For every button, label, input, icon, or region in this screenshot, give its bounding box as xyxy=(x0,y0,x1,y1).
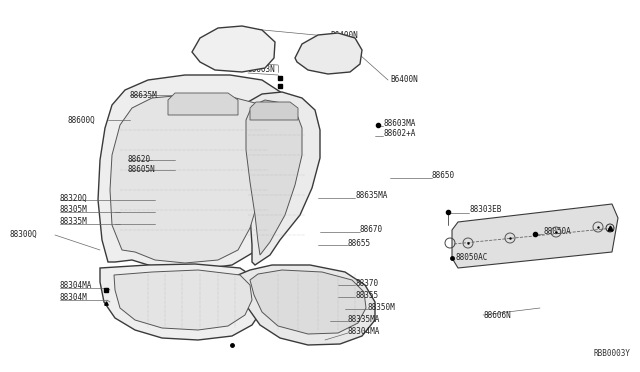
Text: 88050A: 88050A xyxy=(543,228,571,237)
Text: 88603MA: 88603MA xyxy=(383,119,415,128)
Text: 88304M: 88304M xyxy=(60,294,88,302)
Text: B6400N: B6400N xyxy=(330,31,358,39)
Polygon shape xyxy=(100,264,262,340)
Polygon shape xyxy=(295,33,362,74)
Polygon shape xyxy=(114,270,252,330)
Polygon shape xyxy=(192,26,275,72)
Polygon shape xyxy=(110,95,270,263)
Text: 88050AC: 88050AC xyxy=(455,253,488,263)
Text: 88300Q: 88300Q xyxy=(10,230,38,238)
Text: 88606N: 88606N xyxy=(483,311,511,320)
Text: 88370: 88370 xyxy=(355,279,378,288)
Polygon shape xyxy=(98,75,290,270)
Polygon shape xyxy=(250,102,298,120)
Text: 88600Q: 88600Q xyxy=(68,115,96,125)
Polygon shape xyxy=(452,204,618,268)
Polygon shape xyxy=(168,93,238,115)
Text: 88620: 88620 xyxy=(128,155,151,164)
Text: 88303EB: 88303EB xyxy=(470,205,502,215)
Polygon shape xyxy=(240,92,320,265)
Text: 88635MA: 88635MA xyxy=(355,190,387,199)
Text: RBB0003Y: RBB0003Y xyxy=(593,349,630,358)
Text: 88350M: 88350M xyxy=(368,302,396,311)
Text: 88305M: 88305M xyxy=(60,205,88,215)
Text: B6400N: B6400N xyxy=(390,76,418,84)
Polygon shape xyxy=(246,100,302,255)
Text: 88355: 88355 xyxy=(355,291,378,299)
Text: 88335MA: 88335MA xyxy=(348,314,380,324)
Polygon shape xyxy=(250,270,366,334)
Text: 88603N: 88603N xyxy=(248,65,276,74)
Text: 88602+A: 88602+A xyxy=(383,128,415,138)
Text: 88635M: 88635M xyxy=(130,90,157,99)
Text: 88320Q: 88320Q xyxy=(60,193,88,202)
Polygon shape xyxy=(238,265,375,345)
Text: 88655: 88655 xyxy=(348,238,371,247)
Text: 88304MA: 88304MA xyxy=(348,327,380,336)
Text: 88605N: 88605N xyxy=(128,166,156,174)
Text: 88650: 88650 xyxy=(432,170,455,180)
Text: 88304MA: 88304MA xyxy=(60,280,92,289)
Text: 88335M: 88335M xyxy=(60,218,88,227)
Text: 88670: 88670 xyxy=(360,225,383,234)
Text: 88602: 88602 xyxy=(248,55,271,64)
